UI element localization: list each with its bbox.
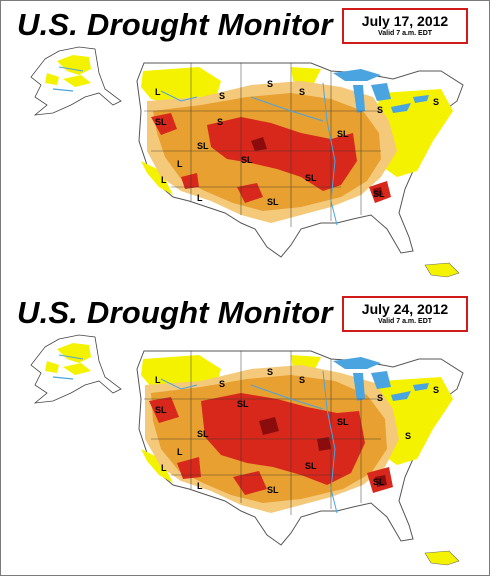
impact-label: SL	[305, 461, 317, 471]
impact-label: SL	[305, 173, 317, 183]
impact-label: SL	[197, 141, 209, 151]
drought-layer-extreme	[151, 113, 391, 203]
drought-panel-jul17: L S S S S SL S SL SL L L SL SL S SL L SL…	[1, 1, 489, 287]
impact-label: SL	[197, 429, 209, 439]
impact-label: L	[155, 87, 161, 97]
impact-label: L	[155, 375, 161, 385]
hawaii-inset	[424, 262, 460, 278]
map-date: July 17, 2012	[361, 13, 449, 29]
impact-label: S	[219, 91, 225, 101]
drought-layer-exceptional	[259, 417, 387, 487]
impact-label: SL	[155, 117, 167, 127]
date-box: July 24, 2012 Valid 7 a.m. EDT	[342, 296, 468, 332]
valid-time: Valid 7 a.m. EDT	[377, 318, 433, 325]
impact-label: SL	[373, 477, 385, 487]
impact-label: S	[267, 367, 273, 377]
drought-layer-exceptional	[251, 137, 383, 197]
impact-label: S	[217, 117, 223, 127]
alaska-shape	[30, 334, 122, 404]
impact-label: S	[433, 97, 439, 107]
drought-map-jul24: L S S S SL SL S SL SL SL L L SL S S SL L	[30, 334, 464, 566]
great-lakes	[333, 357, 429, 401]
impact-label: L	[177, 159, 183, 169]
valid-time: Valid 7 a.m. EDT	[377, 30, 433, 37]
impact-label: SL	[337, 417, 349, 427]
impact-label: S	[405, 431, 411, 441]
drought-map-jul17: L S S S S SL S SL SL L L SL SL S SL L SL	[30, 46, 464, 278]
drought-panel-jul24: L S S S SL SL S SL SL SL L L SL S S SL L…	[1, 289, 489, 575]
impact-label: S	[267, 79, 273, 89]
impact-label: SL	[373, 189, 385, 199]
rivers	[160, 370, 338, 514]
impact-label: L	[161, 463, 167, 473]
map-title: U.S. Drought Monitor	[17, 7, 333, 42]
impact-label: SL	[155, 405, 167, 415]
impact-label: S	[219, 379, 225, 389]
impact-label: L	[197, 193, 203, 203]
impact-label: S	[299, 375, 305, 385]
impact-label: S	[377, 393, 383, 403]
state-borders	[144, 63, 381, 227]
impact-label: SL	[267, 485, 279, 495]
map-date: July 24, 2012	[361, 301, 449, 317]
impact-label: SL	[237, 399, 249, 409]
date-box: July 17, 2012 Valid 7 a.m. EDT	[342, 8, 468, 44]
impact-label: S	[377, 105, 383, 115]
impact-label: S	[433, 385, 439, 395]
impact-label: SL	[337, 129, 349, 139]
impact-label: SL	[267, 197, 279, 207]
impact-label: S	[299, 87, 305, 97]
impact-label: L	[197, 481, 203, 491]
impact-label: SL	[241, 155, 253, 165]
map-title: U.S. Drought Monitor	[17, 295, 333, 330]
hawaii-inset	[424, 550, 460, 566]
impact-label: L	[177, 447, 183, 457]
rivers	[160, 82, 338, 226]
alaska-shape	[30, 46, 122, 116]
great-lakes	[333, 69, 429, 113]
impact-label: L	[161, 175, 167, 185]
